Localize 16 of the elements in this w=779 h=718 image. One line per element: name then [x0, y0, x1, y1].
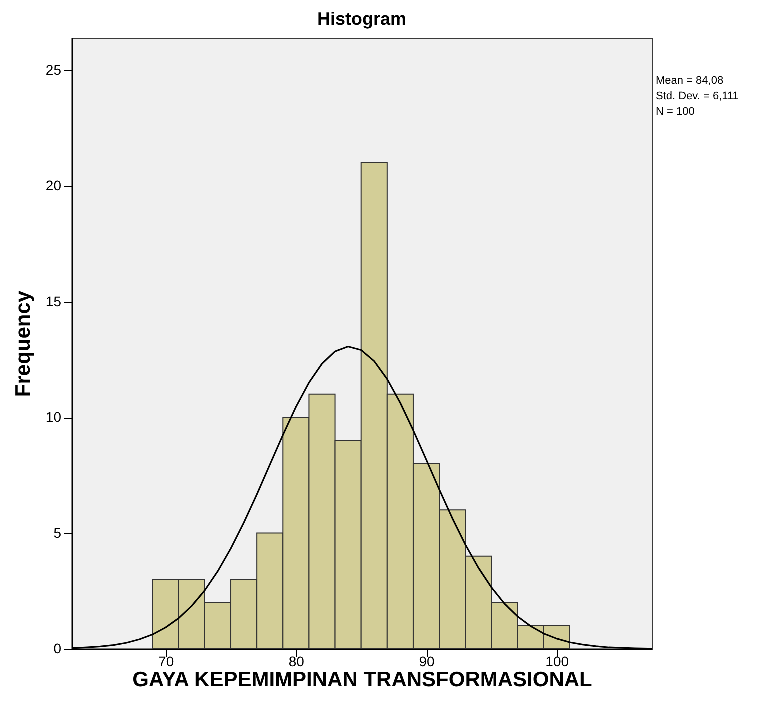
x-tick-label: 90: [419, 654, 436, 670]
x-axis-title: GAYA KEPEMIMPINAN TRANSFORMASIONAL: [132, 668, 593, 692]
y-tick-label: 25: [46, 62, 62, 78]
x-tick-label: 100: [546, 654, 570, 670]
y-axis-title: Frequency: [12, 290, 35, 398]
text: Std. Dev. = 6,111: [656, 90, 739, 102]
y-tick-label: 20: [46, 178, 62, 194]
chart-title: Histogram: [317, 9, 407, 29]
text: N = 100: [656, 106, 695, 118]
y-tick-label: 5: [54, 524, 62, 541]
y-tick-label: 10: [46, 409, 62, 426]
x-tick-label: 70: [158, 654, 174, 670]
y-tick-label: 0: [54, 640, 62, 656]
x-tick-label: 80: [288, 654, 305, 670]
text: Mean = 84,08: [656, 75, 724, 87]
y-tick-label: 15: [46, 293, 62, 310]
